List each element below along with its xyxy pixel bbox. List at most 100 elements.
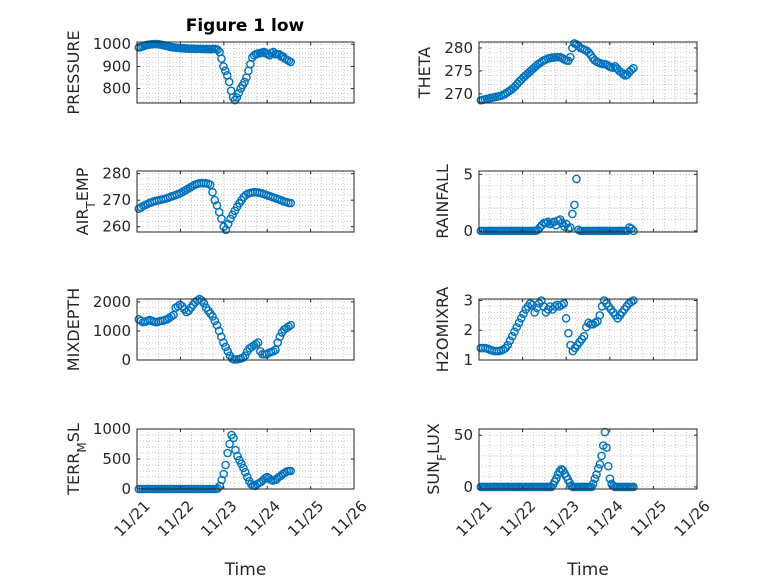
y-tick-label: 270 [444, 85, 473, 103]
y-tick-label: 260 [102, 218, 131, 236]
subplot-rainfall: 0 5 RAINFALL [433, 164, 698, 240]
data-point [234, 88, 244, 98]
axes-box [478, 298, 698, 361]
x-tick-label: 11/21 [110, 497, 153, 540]
data-point [238, 353, 248, 362]
subplot-theta: 270 275 280 THETA [415, 39, 698, 105]
data-point [233, 451, 242, 461]
data-point [217, 214, 226, 224]
data-point [217, 54, 226, 63]
axes-box [136, 41, 355, 104]
data-point [219, 469, 228, 479]
data-point [516, 314, 526, 323]
data-point [253, 338, 263, 347]
data-point [213, 484, 223, 493]
data-point [568, 209, 577, 219]
y-tick-label: 0 [463, 222, 473, 240]
x-tick-label: 11/22 [496, 497, 539, 540]
data-point [588, 479, 598, 489]
y-tick-label: 280 [102, 165, 131, 183]
y-axis-label: TERRMSL [64, 423, 89, 496]
subplot-pressure: 800 900 1000 PRESSURE [64, 30, 355, 115]
data-point [167, 312, 176, 321]
data-point [629, 63, 638, 73]
data-point [505, 336, 515, 345]
y-axis-label: MIXDEPTH [64, 288, 83, 371]
data-point [543, 217, 553, 227]
y-tick-label: 5 [463, 165, 473, 183]
y-tick-label: 0 [121, 351, 131, 369]
data-point [286, 57, 296, 67]
x-tick-label: 11/24 [583, 497, 626, 540]
axes-box [478, 170, 698, 233]
data-point [572, 174, 581, 184]
data-point [286, 466, 296, 476]
data-point [223, 219, 233, 229]
data-point [512, 322, 522, 332]
data-point [551, 474, 561, 483]
y-axis-label: SUNFLUX [424, 423, 449, 495]
data-point [221, 460, 230, 470]
x-tick-label: 11/23 [540, 497, 583, 540]
y-tick-label: 1000 [93, 420, 131, 438]
data-point [561, 314, 571, 323]
data-point [223, 448, 232, 458]
y-axis-label: AIRTEMP [73, 167, 98, 235]
data-point [284, 322, 293, 331]
data-point [240, 351, 250, 360]
data-point [597, 451, 606, 461]
data-point [595, 311, 605, 320]
data-point [208, 187, 217, 197]
data-point [229, 433, 238, 443]
data-point [232, 93, 242, 102]
data-point [219, 62, 228, 71]
y-tick-label: 0 [463, 478, 473, 496]
data-point [269, 346, 278, 356]
data-point [566, 223, 575, 232]
data-point [629, 296, 638, 305]
data-point [514, 318, 524, 328]
data-point [564, 328, 573, 338]
x-tick-label: 11/26 [670, 497, 713, 540]
data-point [224, 77, 234, 87]
x-tick-label: 11/23 [197, 497, 240, 540]
data-point [221, 66, 230, 76]
data-point [225, 439, 234, 449]
y-tick-label: 280 [444, 39, 473, 57]
y-tick-label: 500 [102, 450, 131, 468]
y-tick-label: 1 [463, 351, 473, 369]
x-tick-label: 11/21 [452, 497, 495, 540]
x-tick-label: 11/26 [327, 497, 370, 540]
data-point [221, 342, 230, 352]
data-point [519, 309, 528, 319]
data-point [595, 459, 605, 469]
axes-box [478, 428, 698, 490]
data-point [240, 77, 249, 87]
subplot-terr-msl: 11/21 11/22 11/23 11/24 11/25 11/26 0 500 1000TE… [64, 420, 371, 580]
x-axis-label: Time [566, 560, 609, 580]
data-point [510, 327, 519, 337]
data-point [605, 474, 615, 483]
data-point [590, 474, 600, 483]
y-axis-label: H2OMIXRA [433, 287, 452, 373]
data-point [199, 299, 209, 308]
data-point [208, 312, 217, 321]
data-point [627, 65, 636, 75]
data-point [239, 463, 248, 473]
data-point [507, 331, 517, 341]
data-point [251, 339, 261, 349]
data-point [559, 299, 569, 308]
y-tick-label: 900 [102, 57, 131, 75]
y-tick-label: 1000 [93, 322, 131, 340]
data-point [237, 459, 246, 469]
data-point [213, 45, 222, 55]
y-tick-label: 0 [121, 480, 131, 498]
y-tick-label: 800 [102, 80, 131, 98]
data-point [602, 443, 611, 452]
x-tick-label: 11/25 [284, 497, 327, 540]
y-axis-label: THETA [415, 47, 434, 99]
y-tick-label: 2 [463, 321, 473, 339]
data-point [210, 316, 220, 326]
